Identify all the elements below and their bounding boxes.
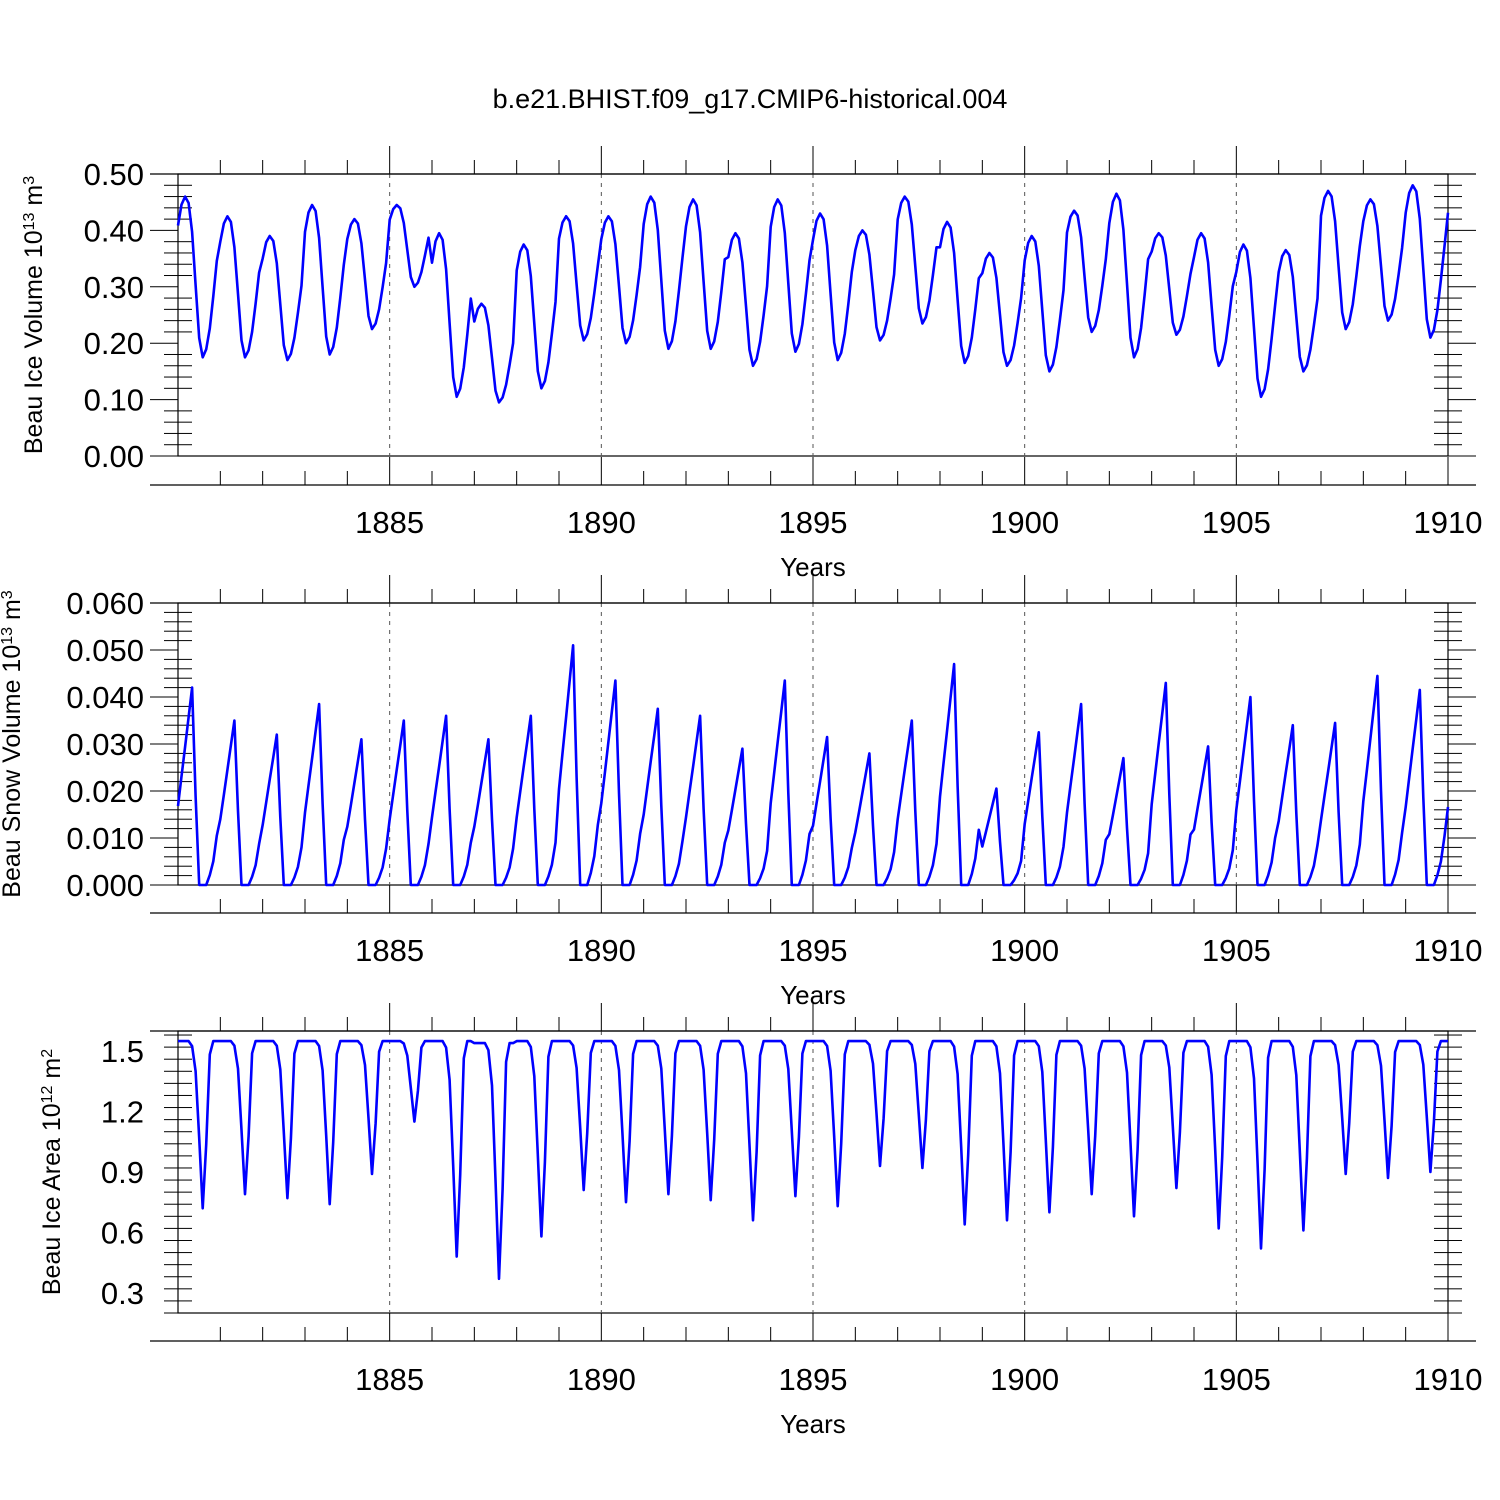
x-tick-label: 1885 [355,505,424,540]
y-tick-label: 0.050 [66,633,144,668]
y-label-exponent: 13 [0,627,16,645]
x-tick-label: 1890 [567,1362,636,1397]
series-line [176,184,1450,404]
y-label-text: Beau Ice Area 10 [38,1103,66,1295]
y-label-unit-exponent: 3 [21,176,38,185]
x-tick-label: 1905 [1202,933,1271,968]
plot-frame [177,602,1449,886]
series-line [176,644,1450,887]
x-tick-label: 1895 [779,933,848,968]
y-tick-label: 0.50 [84,157,144,192]
chart-title: b.e21.BHIST.f09_g17.CMIP6-historical.004 [492,84,1008,114]
x-tick-label: 1885 [355,933,424,968]
panel-ice-volume: 0.00 0.10 0.20 0.30 0.40 0.50 1885 1890 1895 1900… [20,146,1482,582]
y-axis-label: Beau Snow Volume 1013 m3 [0,590,26,898]
y-axis-label: Beau Ice Volume 1013 m3 [20,176,48,454]
y-tick-label: 0.010 [66,821,144,856]
y-tick-label: 0.9 [101,1155,144,1190]
y-label-unit-exponent: 3 [0,590,16,599]
y-label-unit-exponent: 2 [39,1049,56,1058]
y-label-exponent: 12 [39,1085,56,1103]
y-label-unit: m [0,599,26,627]
y-label-text: Beau Snow Volume 10 [0,645,26,898]
y-tick-label: 0.040 [66,680,144,715]
panel-ice-area: 0.3 0.6 0.9 1.2 1.5 1885 1890 1895 1900 1905 1910 Y… [38,1003,1482,1439]
y-tick-label: 0.00 [84,439,144,474]
x-tick-label: 1905 [1202,1362,1271,1397]
x-tick-label: 1910 [1414,1362,1483,1397]
y-tick-label: 0.020 [66,774,144,809]
y-tick-label: 0.30 [84,270,144,305]
y-tick-label: 1.5 [101,1034,144,1069]
x-tick-label: 1895 [779,1362,848,1397]
y-tick-label: 0.030 [66,727,144,762]
y-label-exponent: 13 [21,212,38,230]
x-tick-label: 1910 [1414,933,1483,968]
x-tick-label: 1885 [355,1362,424,1397]
panel-snow-volume: 0.000 0.010 0.020 0.030 0.040 0.050 0.060 1885 1… [0,575,1482,1010]
y-tick-label: 0.20 [84,326,144,361]
y-tick-label: 0.6 [101,1215,144,1250]
x-tick-label: 1910 [1414,505,1483,540]
x-tick-label: 1890 [567,505,636,540]
y-tick-label: 0.060 [66,586,144,621]
y-label-unit: m [20,185,48,213]
series-line [178,1039,1448,1281]
y-label-text: Beau Ice Volume 10 [20,230,48,454]
y-tick-label: 0.10 [84,383,144,418]
y-tick-label: 1.2 [101,1095,144,1130]
x-tick-label: 1890 [567,933,636,968]
y-tick-label: 0.3 [101,1276,144,1311]
y-axis-label: Beau Ice Area 1012 m2 [38,1049,66,1295]
y-label-unit: m [38,1058,66,1086]
x-tick-label: 1905 [1202,505,1271,540]
x-tick-label: 1900 [990,1362,1059,1397]
x-axis-label: Years [780,1409,846,1439]
x-tick-label: 1895 [779,505,848,540]
y-tick-label: 0.40 [84,213,144,248]
x-tick-label: 1900 [990,505,1059,540]
y-tick-label: 0.000 [66,868,144,903]
x-tick-label: 1900 [990,933,1059,968]
